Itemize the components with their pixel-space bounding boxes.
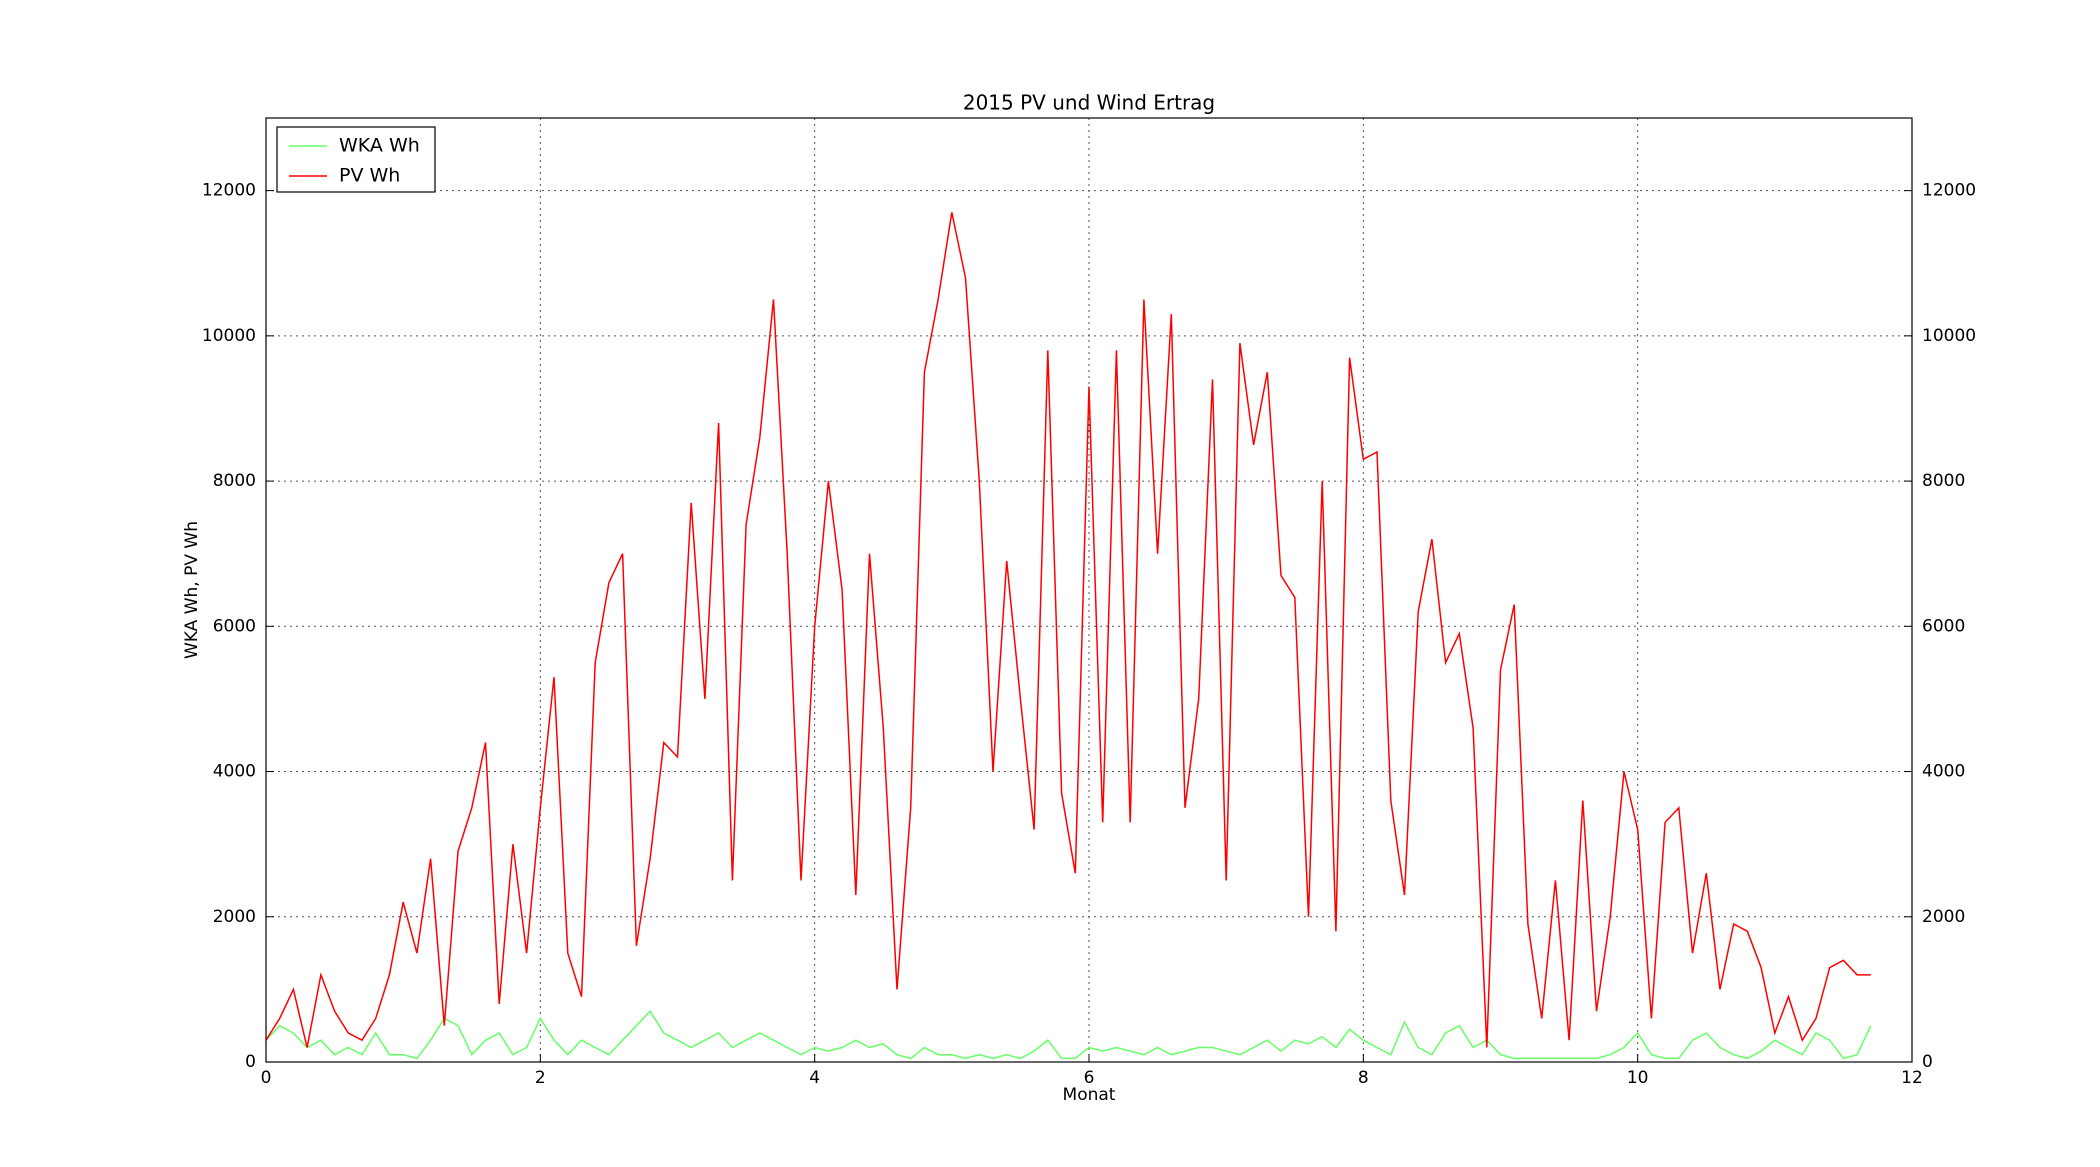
y2-tick-label: 12000 xyxy=(1922,181,1976,201)
y2-tick-label: 4000 xyxy=(1922,762,1965,782)
y2-tick-label: 8000 xyxy=(1922,471,1965,491)
y-tick-label: 4000 xyxy=(213,762,256,782)
series-line xyxy=(265,1009,1872,1060)
plot-frame xyxy=(265,117,1913,1063)
y2-tick-label: 2000 xyxy=(1922,907,1965,927)
x-tick-label: 8 xyxy=(1358,1068,1369,1088)
x-tick-label: 2 xyxy=(535,1068,546,1088)
y2-tick-label: 6000 xyxy=(1922,616,1965,636)
x-tick-label: 0 xyxy=(261,1068,272,1088)
y-axis-label: WKA Wh, PV Wh xyxy=(182,521,202,659)
y-tick-label: 6000 xyxy=(213,616,256,636)
x-tick-label: 12 xyxy=(1901,1068,1923,1088)
y-tick-label: 2000 xyxy=(213,907,256,927)
legend-box xyxy=(276,126,436,193)
y-tick-label: 10000 xyxy=(202,326,256,346)
series-line xyxy=(265,212,1871,1048)
x-axis-label: Monat xyxy=(1063,1085,1116,1105)
y2-tick-label: 0 xyxy=(1922,1052,1933,1072)
y-tick-label: 12000 xyxy=(202,181,256,201)
y2-tick-label: 10000 xyxy=(1922,326,1976,346)
legend-label: PV Wh xyxy=(339,165,400,187)
x-tick-label: 6 xyxy=(1084,1068,1095,1088)
y-tick-label: 0 xyxy=(245,1052,256,1072)
x-tick-label: 4 xyxy=(809,1068,820,1088)
legend-label: WKA Wh xyxy=(339,135,420,157)
chart-title: 2015 PV und Wind Ertrag xyxy=(963,91,1215,115)
x-tick-label: 10 xyxy=(1627,1068,1649,1088)
y-tick-label: 8000 xyxy=(213,471,256,491)
